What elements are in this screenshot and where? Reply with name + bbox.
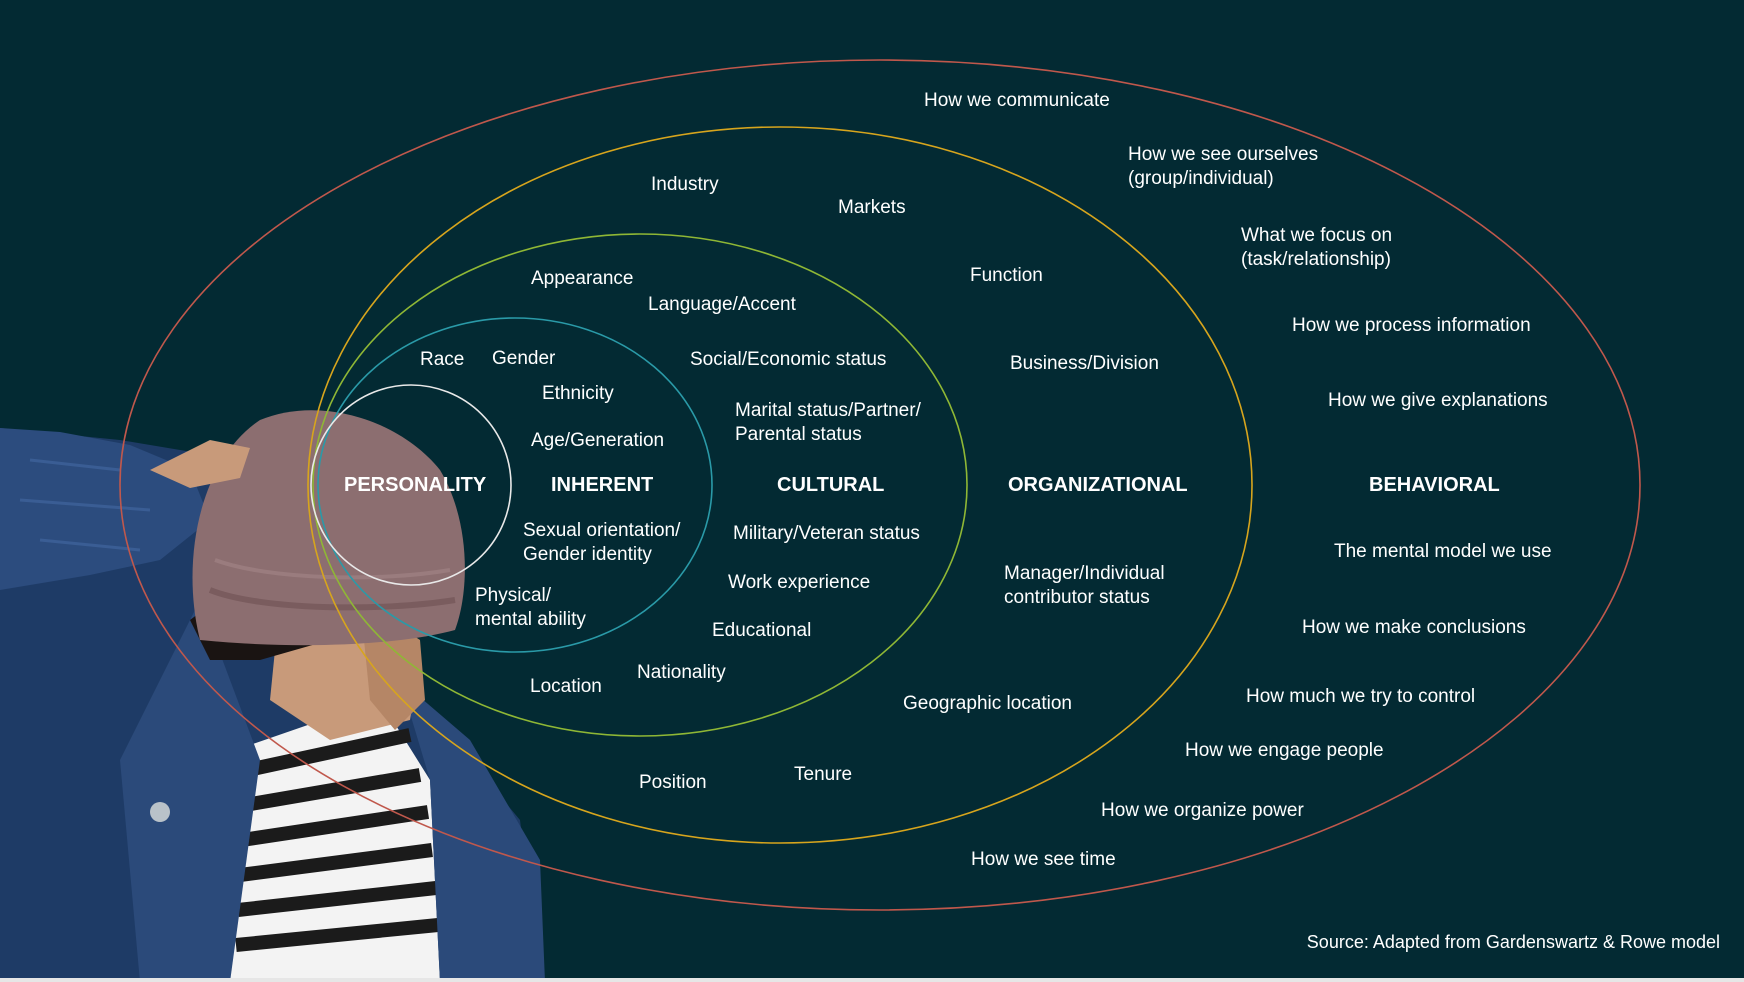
- label-engage-people: How we engage people: [1185, 740, 1384, 761]
- label-see-time: How we see time: [971, 849, 1116, 870]
- source-credit: Source: Adapted from Gardenswartz & Rowe…: [1306, 932, 1720, 952]
- cultural-header: CULTURAL: [777, 474, 885, 496]
- label-ethnicity: Ethnicity: [542, 383, 614, 404]
- label-nationality: Nationality: [637, 662, 726, 683]
- label-position: Position: [639, 772, 707, 793]
- label-social-economic: Social/Economic status: [690, 349, 887, 370]
- label-military-veteran: Military/Veteran status: [733, 523, 920, 544]
- organizational-ring: [307, 126, 1253, 844]
- inherent-header: INHERENT: [551, 474, 654, 496]
- label-function: Function: [970, 265, 1043, 286]
- label-how-we-communicate: How we communicate: [924, 90, 1110, 111]
- label-age-generation: Age/Generation: [531, 430, 665, 451]
- cultural-ring: [312, 233, 968, 737]
- label-try-to-control: How much we try to control: [1246, 686, 1476, 707]
- label-educational: Educational: [712, 620, 812, 641]
- label-give-explanations: How we give explanations: [1328, 390, 1548, 411]
- label-business-division: Business/Division: [1010, 353, 1159, 374]
- organizational-header: ORGANIZATIONAL: [1008, 474, 1188, 496]
- label-organize-power: How we organize power: [1101, 800, 1304, 821]
- label-race: Race: [420, 349, 465, 370]
- label-physical-ability: Physical/ mental ability: [475, 585, 586, 630]
- label-marital-status: Marital status/Partner/ Parental status: [735, 400, 921, 445]
- label-manager-status: Manager/Individual contributor status: [1004, 563, 1165, 608]
- label-tenure: Tenure: [794, 764, 853, 785]
- label-work-experience: Work experience: [728, 572, 871, 593]
- label-gender: Gender: [492, 348, 556, 369]
- label-location: Location: [530, 676, 602, 697]
- label-geographic-location: Geographic location: [903, 693, 1072, 714]
- label-process-information: How we process information: [1292, 315, 1531, 336]
- label-language-accent: Language/Accent: [648, 294, 796, 315]
- label-sexual-orientation: Sexual orientation/ Gender identity: [523, 520, 681, 565]
- label-how-we-see-ourselves: How we see ourselves (group/individual): [1128, 144, 1319, 189]
- person-photo: [0, 410, 545, 982]
- label-what-we-focus-on: What we focus on (task/relationship): [1241, 225, 1393, 270]
- personality-header: PERSONALITY: [344, 474, 487, 496]
- label-markets: Markets: [838, 197, 906, 218]
- label-make-conclusions: How we make conclusions: [1302, 617, 1526, 638]
- bottom-border: [0, 978, 1744, 982]
- behavioral-ring: [119, 59, 1641, 911]
- personality-ring: [310, 384, 512, 586]
- label-mental-model: The mental model we use: [1334, 541, 1552, 562]
- behavioral-header: BEHAVIORAL: [1369, 474, 1500, 496]
- label-appearance: Appearance: [531, 268, 634, 289]
- label-industry: Industry: [651, 174, 719, 195]
- inherent-ring: [317, 317, 713, 653]
